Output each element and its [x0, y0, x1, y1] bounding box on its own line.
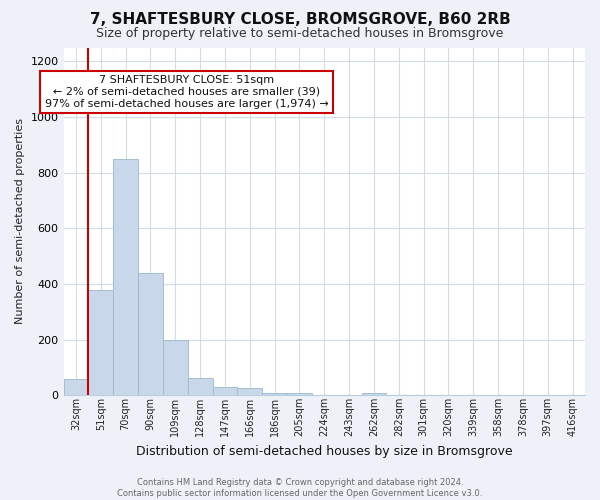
Bar [212, 387, 238, 396]
Bar [262, 392, 287, 396]
Bar [88, 290, 113, 396]
X-axis label: Distribution of semi-detached houses by size in Bromsgrove: Distribution of semi-detached houses by … [136, 444, 512, 458]
Y-axis label: Number of semi-detached properties: Number of semi-detached properties [15, 118, 25, 324]
Bar [188, 378, 212, 396]
Bar [138, 273, 163, 396]
Text: Contains HM Land Registry data © Crown copyright and database right 2024.
Contai: Contains HM Land Registry data © Crown c… [118, 478, 482, 498]
Bar [287, 393, 312, 396]
Text: 7, SHAFTESBURY CLOSE, BROMSGROVE, B60 2RB: 7, SHAFTESBURY CLOSE, BROMSGROVE, B60 2R… [89, 12, 511, 28]
Bar [113, 159, 138, 396]
Bar [238, 388, 262, 396]
Text: 7 SHAFTESBURY CLOSE: 51sqm
← 2% of semi-detached houses are smaller (39)
97% of : 7 SHAFTESBURY CLOSE: 51sqm ← 2% of semi-… [45, 76, 329, 108]
Bar [64, 378, 88, 396]
Bar [163, 340, 188, 396]
Bar [312, 394, 337, 396]
Bar [362, 393, 386, 396]
Text: Size of property relative to semi-detached houses in Bromsgrove: Size of property relative to semi-detach… [97, 28, 503, 40]
Bar [337, 394, 362, 396]
